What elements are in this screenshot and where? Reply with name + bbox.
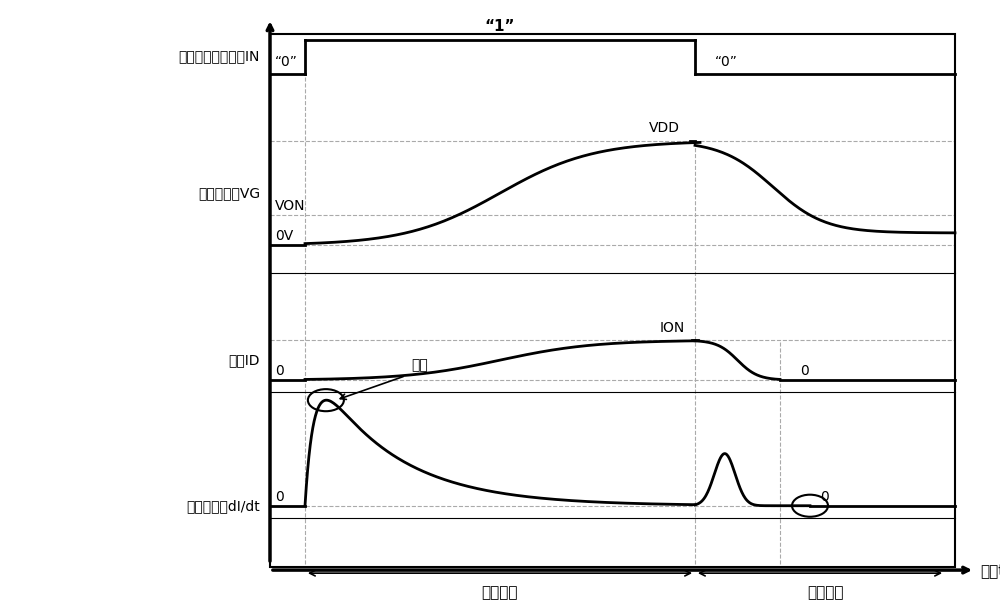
Text: 电流变化率dI/dt: 电流变化率dI/dt (186, 499, 260, 512)
Text: 关断时间: 关断时间 (807, 585, 843, 600)
Text: 控制端电压VG: 控制端电压VG (198, 186, 260, 200)
Text: 控制逗辑输入信号IN: 控制逗辑输入信号IN (179, 50, 260, 64)
Text: ION: ION (660, 321, 685, 335)
Text: “0”: “0” (275, 55, 298, 69)
Text: 0V: 0V (275, 229, 293, 243)
Text: “1”: “1” (485, 19, 515, 34)
Text: 0: 0 (275, 364, 284, 378)
Text: VON: VON (275, 199, 306, 213)
Text: 0: 0 (275, 490, 284, 504)
Text: 电流ID: 电流ID (228, 353, 260, 367)
Text: 0: 0 (820, 490, 829, 504)
Text: 峰値: 峰値 (411, 359, 428, 373)
Text: 0: 0 (800, 364, 809, 378)
Text: 导通时间: 导通时间 (482, 585, 518, 600)
Text: 时间t: 时间t (980, 564, 1000, 579)
Text: VDD: VDD (649, 121, 680, 135)
Text: “0”: “0” (715, 55, 738, 69)
